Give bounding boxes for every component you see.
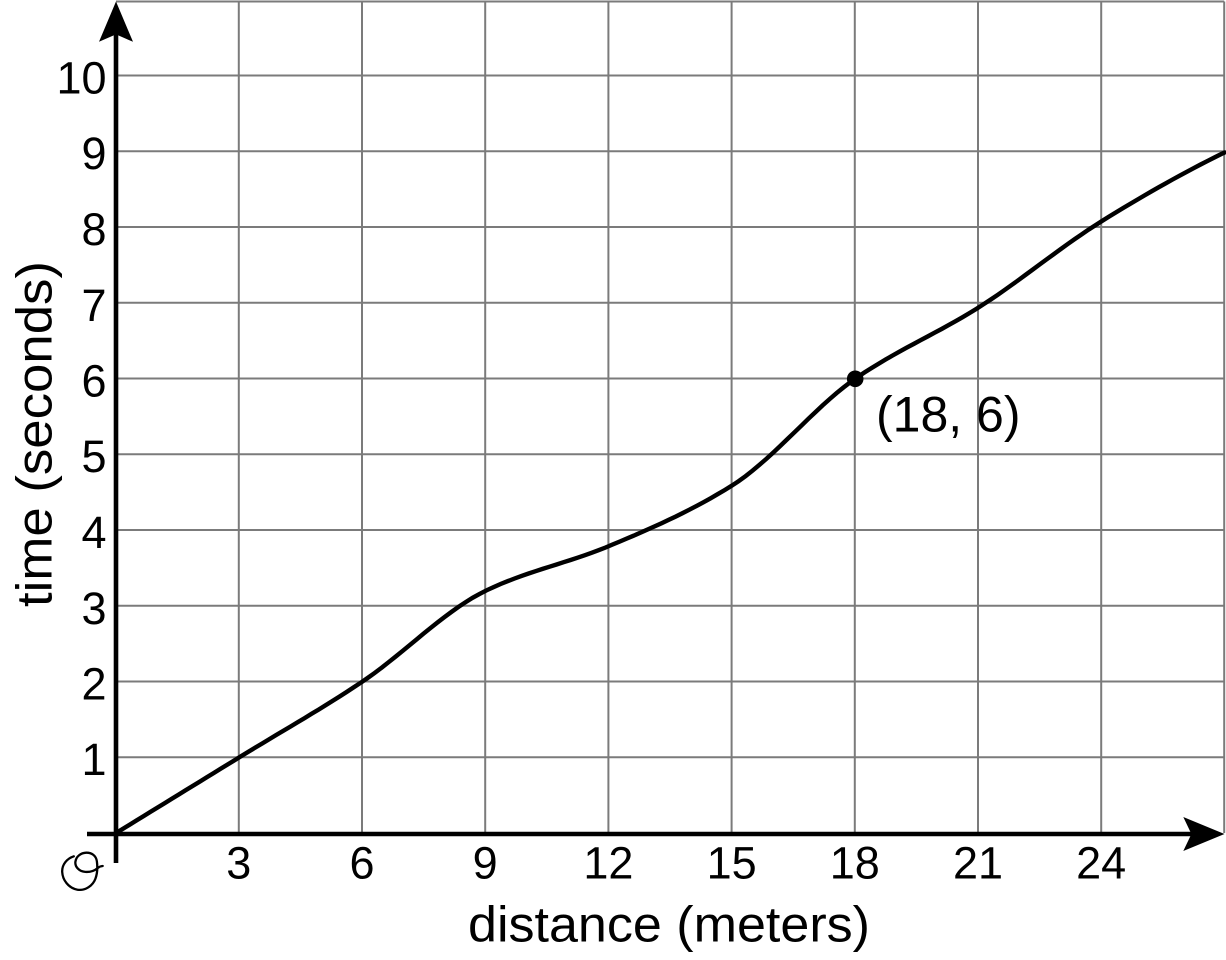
svg-text:5: 5 (81, 431, 106, 482)
svg-text:4: 4 (81, 507, 106, 558)
svg-text:7: 7 (81, 280, 106, 331)
svg-text:distance (meters): distance (meters) (468, 897, 870, 953)
svg-text:6: 6 (81, 356, 106, 407)
svg-text:18: 18 (830, 838, 880, 889)
svg-text:15: 15 (707, 838, 757, 889)
svg-text:21: 21 (953, 838, 1003, 889)
svg-text:6: 6 (349, 838, 374, 889)
svg-text:9: 9 (81, 128, 106, 179)
svg-text:3: 3 (226, 838, 251, 889)
svg-text:1: 1 (81, 734, 106, 785)
svg-text:24: 24 (1076, 838, 1126, 889)
svg-text:3: 3 (81, 583, 106, 634)
svg-text:(18, 6): (18, 6) (876, 387, 1021, 443)
svg-text:8: 8 (81, 204, 106, 255)
svg-text:12: 12 (583, 838, 633, 889)
svg-text:time (seconds): time (seconds) (7, 261, 63, 607)
svg-text:9: 9 (473, 838, 498, 889)
svg-text:10: 10 (56, 53, 106, 104)
svg-text:2: 2 (81, 659, 106, 710)
